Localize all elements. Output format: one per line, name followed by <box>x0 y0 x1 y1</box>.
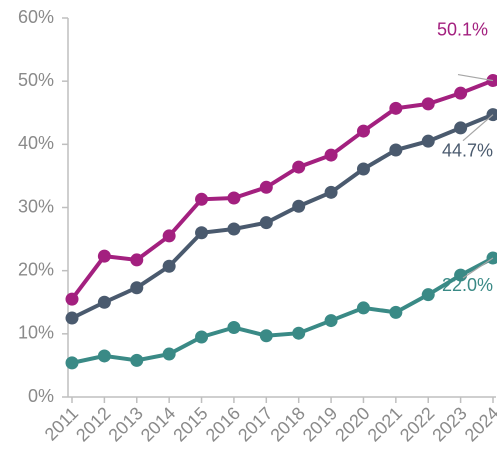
x-tick-label: 2011 <box>41 403 83 445</box>
data-point <box>357 301 370 314</box>
x-tick-label: 2016 <box>202 403 244 445</box>
data-point <box>195 193 208 206</box>
data-point <box>66 293 79 306</box>
data-point <box>357 162 370 175</box>
y-tick-label: 30% <box>18 196 54 216</box>
data-point <box>130 281 143 294</box>
data-point <box>422 97 435 110</box>
x-tick-label: 2013 <box>104 403 146 445</box>
y-tick-label: 60% <box>18 7 54 27</box>
data-point <box>163 229 176 242</box>
data-point <box>292 161 305 174</box>
data-point <box>98 250 111 263</box>
x-tick-label: 2021 <box>364 403 406 445</box>
data-label: 44.7% <box>442 140 493 160</box>
y-tick-label: 20% <box>18 259 54 279</box>
data-point <box>98 349 111 362</box>
data-point <box>195 226 208 239</box>
x-tick-label: 2024 <box>461 403 497 445</box>
data-point <box>389 102 402 115</box>
x-tick-label: 2017 <box>234 403 276 445</box>
y-tick-label: 50% <box>18 70 54 90</box>
x-tick-label: 2012 <box>72 403 114 445</box>
data-point <box>325 314 338 327</box>
data-point <box>66 312 79 325</box>
x-tick-label: 2020 <box>331 403 373 445</box>
data-point <box>260 216 273 229</box>
x-tick-label: 2023 <box>428 403 470 445</box>
data-point <box>292 200 305 213</box>
data-point <box>422 135 435 148</box>
data-point <box>422 288 435 301</box>
leader-line <box>463 115 493 141</box>
data-point <box>227 192 240 205</box>
data-point <box>357 125 370 138</box>
data-label: 22.0% <box>442 275 493 295</box>
series-line <box>72 81 493 300</box>
data-point <box>454 87 467 100</box>
y-tick-label: 0% <box>28 386 54 406</box>
data-point <box>66 356 79 369</box>
series-line <box>72 258 493 363</box>
data-point <box>130 253 143 266</box>
y-tick-label: 40% <box>18 133 54 153</box>
data-point <box>260 329 273 342</box>
x-tick-label: 2022 <box>396 403 438 445</box>
data-point <box>325 149 338 162</box>
data-label: 50.1% <box>437 19 488 39</box>
data-point <box>195 330 208 343</box>
data-point <box>389 144 402 157</box>
data-point <box>292 327 305 340</box>
data-point <box>227 321 240 334</box>
x-tick-label: 2015 <box>169 403 211 445</box>
data-point <box>163 260 176 273</box>
data-point <box>163 348 176 361</box>
x-tick-label: 2019 <box>299 403 341 445</box>
data-point <box>130 354 143 367</box>
data-point <box>325 186 338 199</box>
data-point <box>98 296 111 309</box>
data-point <box>260 181 273 194</box>
data-point <box>227 222 240 235</box>
x-tick-label: 2014 <box>137 403 179 445</box>
data-point <box>389 306 402 319</box>
data-point <box>454 121 467 134</box>
x-tick-label: 2018 <box>266 403 308 445</box>
y-tick-label: 10% <box>18 323 54 343</box>
